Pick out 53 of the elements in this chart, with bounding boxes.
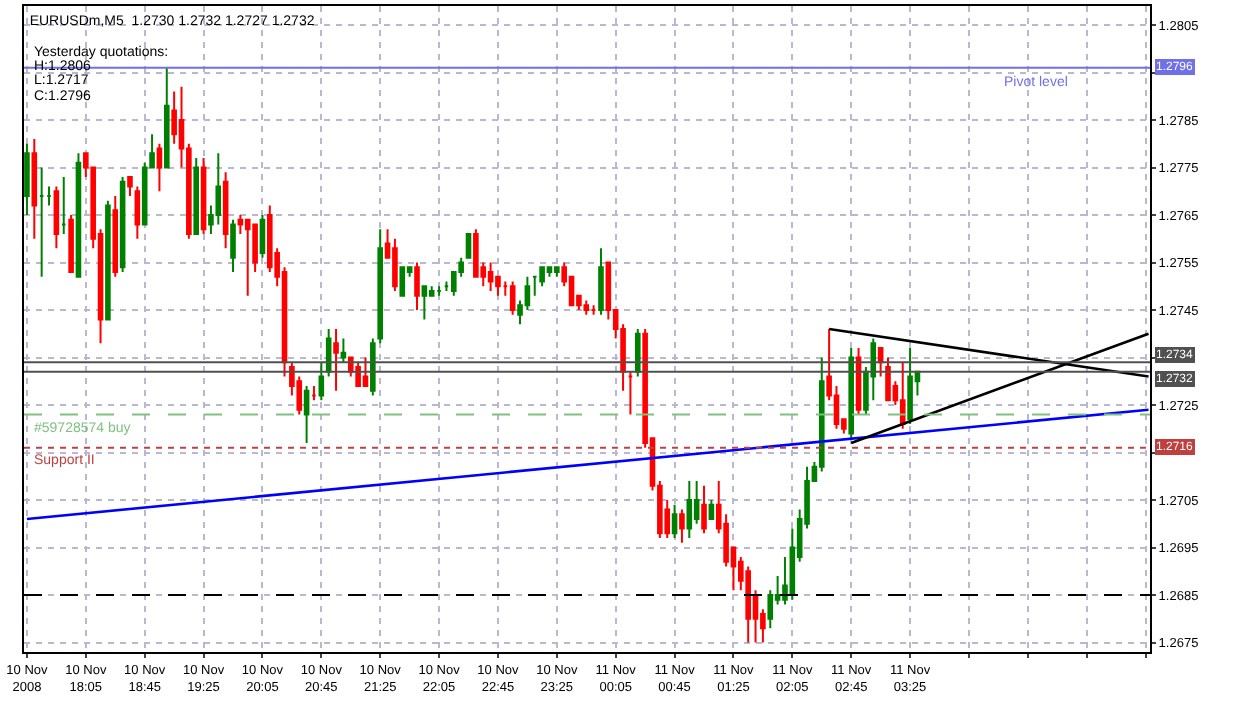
candlestick xyxy=(686,480,693,539)
candlestick xyxy=(193,157,200,235)
candlestick xyxy=(31,138,38,240)
candlestick xyxy=(333,328,339,392)
candlestick xyxy=(68,214,74,273)
candlestick xyxy=(907,347,913,425)
candlestick xyxy=(487,261,494,292)
candlestick xyxy=(311,385,317,402)
candlestick xyxy=(230,218,236,273)
candlestick xyxy=(119,176,126,273)
candlestick xyxy=(105,199,111,321)
candlestick xyxy=(60,176,67,235)
candlestick xyxy=(421,285,428,321)
candlestick xyxy=(222,171,229,250)
candlestick xyxy=(355,361,361,387)
candlestick xyxy=(634,328,641,378)
candlestick xyxy=(318,361,325,402)
candlestick xyxy=(745,565,751,644)
candlestick xyxy=(539,266,545,288)
candlestick xyxy=(399,266,406,297)
candlestick xyxy=(340,337,347,364)
candlestick xyxy=(583,299,590,316)
candlestick xyxy=(156,142,163,193)
candlestick xyxy=(414,261,420,311)
candlestick xyxy=(75,152,82,278)
candlestick xyxy=(899,361,906,430)
candlestick xyxy=(708,499,715,520)
candlestick xyxy=(215,152,222,226)
candlestick xyxy=(303,385,310,444)
candlestick xyxy=(701,484,707,535)
candlestick xyxy=(38,166,45,278)
candlestick xyxy=(259,214,266,259)
candlestick xyxy=(200,157,207,235)
candlestick xyxy=(53,185,60,250)
candlestick xyxy=(244,218,251,297)
candlestick xyxy=(590,304,597,316)
candlestick xyxy=(679,508,685,544)
candlestick xyxy=(46,185,52,207)
candlestick xyxy=(392,237,398,292)
candlestick xyxy=(627,370,634,416)
candlestick xyxy=(465,233,472,259)
candlestick xyxy=(362,356,369,387)
candlestick xyxy=(509,280,516,316)
candlestick xyxy=(163,66,170,169)
candlestick xyxy=(671,503,678,539)
candlestick xyxy=(546,266,553,278)
candlestick xyxy=(24,142,30,216)
candlestick xyxy=(598,247,604,316)
candlestick xyxy=(436,285,442,297)
candlestick xyxy=(554,266,560,278)
candlestick xyxy=(473,228,479,278)
candlestick xyxy=(848,347,854,440)
candlestick xyxy=(112,195,119,278)
